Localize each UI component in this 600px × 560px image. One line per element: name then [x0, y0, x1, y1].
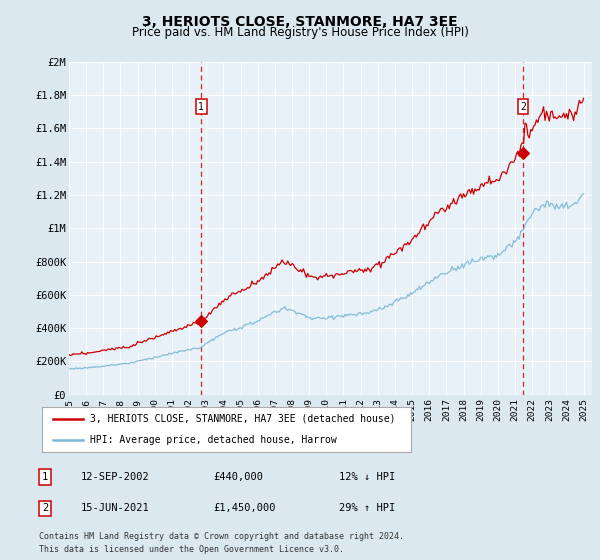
Point	[518, 149, 527, 158]
Text: HPI: Average price, detached house, Harrow: HPI: Average price, detached house, Harr…	[90, 435, 337, 445]
Text: Contains HM Land Registry data © Crown copyright and database right 2024.: Contains HM Land Registry data © Crown c…	[39, 532, 404, 541]
Text: 2: 2	[520, 101, 526, 111]
Text: 1: 1	[42, 472, 48, 482]
Text: 3, HERIOTS CLOSE, STANMORE, HA7 3EE (detached house): 3, HERIOTS CLOSE, STANMORE, HA7 3EE (det…	[90, 414, 395, 424]
Text: 2: 2	[42, 503, 48, 514]
Text: 1: 1	[199, 101, 204, 111]
Point	[196, 317, 206, 326]
Text: £1,450,000: £1,450,000	[213, 503, 275, 514]
Text: This data is licensed under the Open Government Licence v3.0.: This data is licensed under the Open Gov…	[39, 545, 344, 554]
Text: 12-SEP-2002: 12-SEP-2002	[81, 472, 150, 482]
Text: £440,000: £440,000	[213, 472, 263, 482]
Text: 12% ↓ HPI: 12% ↓ HPI	[339, 472, 395, 482]
Text: 3, HERIOTS CLOSE, STANMORE, HA7 3EE: 3, HERIOTS CLOSE, STANMORE, HA7 3EE	[142, 15, 458, 29]
Text: 29% ↑ HPI: 29% ↑ HPI	[339, 503, 395, 514]
Text: 15-JUN-2021: 15-JUN-2021	[81, 503, 150, 514]
Text: Price paid vs. HM Land Registry's House Price Index (HPI): Price paid vs. HM Land Registry's House …	[131, 26, 469, 39]
